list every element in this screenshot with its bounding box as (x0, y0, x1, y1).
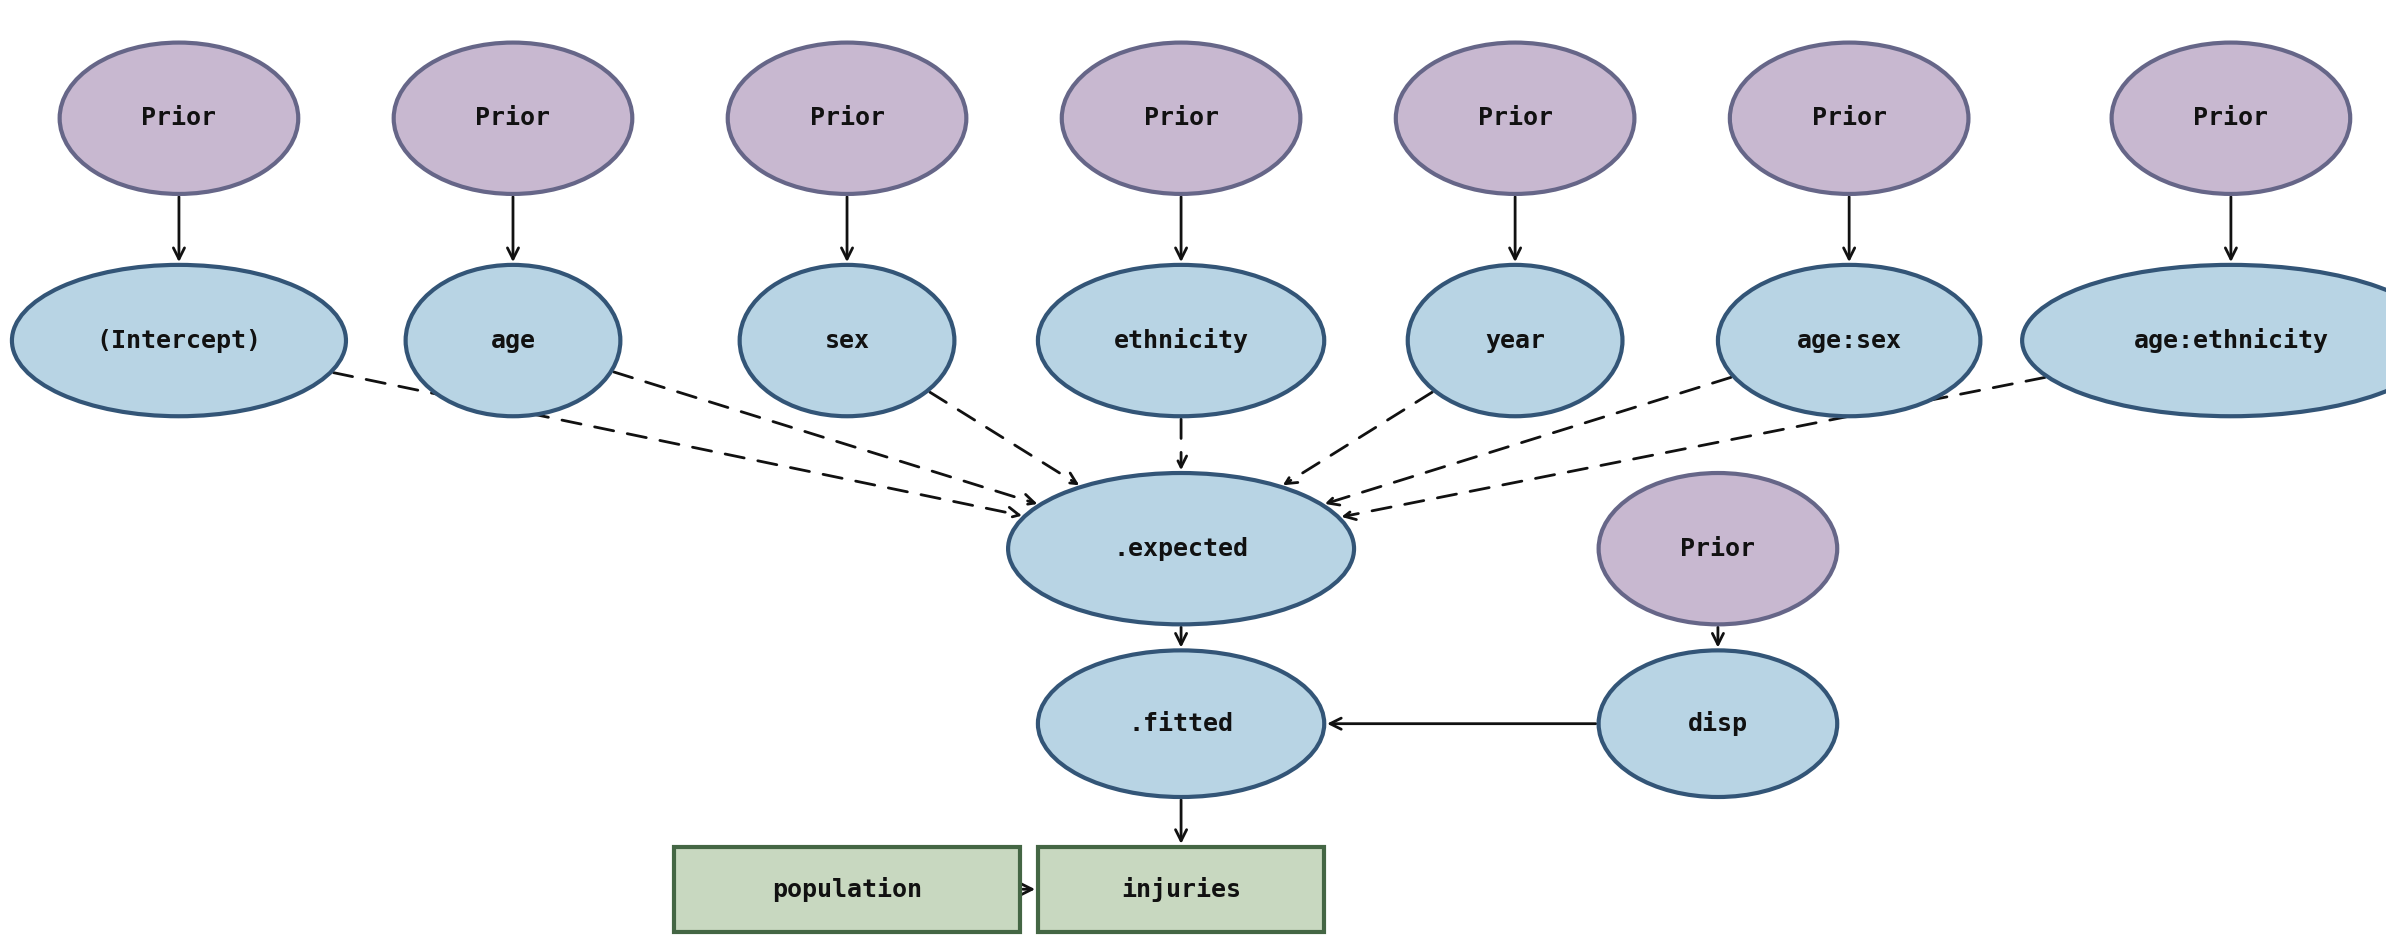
Text: injuries: injuries (1121, 877, 1241, 902)
Ellipse shape (1408, 265, 1622, 416)
Ellipse shape (1038, 651, 1324, 797)
Text: age:sex: age:sex (1797, 328, 1902, 353)
Ellipse shape (12, 265, 346, 416)
Text: sex: sex (826, 328, 869, 353)
Text: Prior: Prior (1143, 106, 1219, 131)
Ellipse shape (1730, 43, 1968, 194)
Text: age: age (492, 328, 534, 353)
Ellipse shape (1038, 265, 1324, 416)
Ellipse shape (740, 265, 954, 416)
Text: Prior: Prior (2193, 106, 2269, 131)
Ellipse shape (1007, 473, 1353, 624)
FancyBboxPatch shape (1038, 847, 1324, 932)
Text: Prior: Prior (1811, 106, 1887, 131)
Ellipse shape (728, 43, 966, 194)
Ellipse shape (1599, 473, 1837, 624)
Ellipse shape (406, 265, 620, 416)
Text: Prior: Prior (1477, 106, 1553, 131)
FancyBboxPatch shape (673, 847, 1021, 932)
Text: Prior: Prior (1680, 536, 1756, 561)
Ellipse shape (1599, 651, 1837, 797)
Text: year: year (1484, 328, 1546, 353)
Ellipse shape (1062, 43, 1300, 194)
Text: Prior: Prior (141, 106, 217, 131)
Ellipse shape (1718, 265, 1980, 416)
Text: Prior: Prior (809, 106, 885, 131)
Text: disp: disp (1687, 711, 1749, 736)
Text: (Intercept): (Intercept) (95, 328, 262, 353)
Ellipse shape (394, 43, 632, 194)
Ellipse shape (1396, 43, 1634, 194)
Text: .fitted: .fitted (1129, 711, 1234, 736)
Text: population: population (773, 877, 921, 902)
Text: age:ethnicity: age:ethnicity (2133, 328, 2329, 353)
Text: Prior: Prior (475, 106, 551, 131)
Text: .expected: .expected (1114, 536, 1248, 561)
Ellipse shape (2023, 265, 2386, 416)
Text: ethnicity: ethnicity (1114, 328, 1248, 353)
Ellipse shape (2112, 43, 2350, 194)
Ellipse shape (60, 43, 298, 194)
